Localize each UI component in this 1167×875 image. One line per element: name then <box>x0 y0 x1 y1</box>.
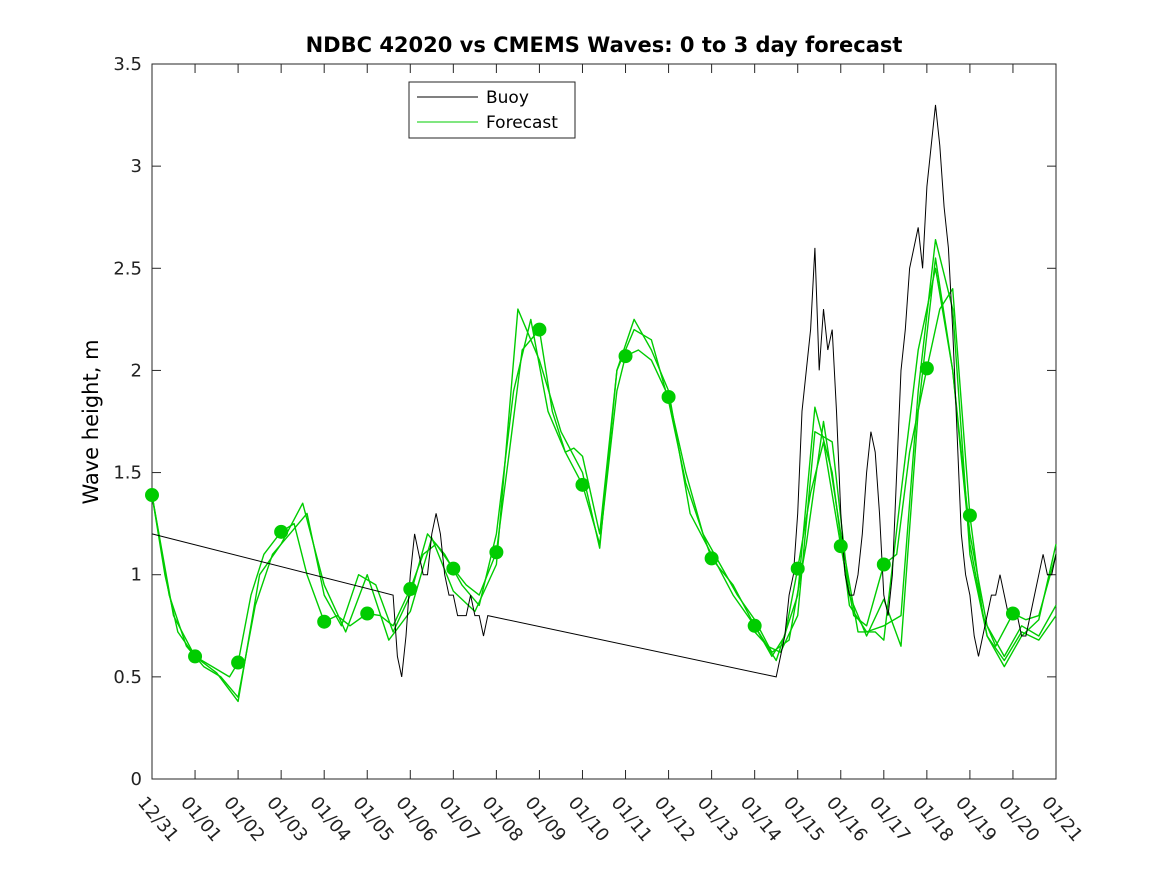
forecast-marker <box>145 488 159 503</box>
series-layer <box>145 104 1057 703</box>
forecast-marker <box>661 389 676 404</box>
forecast-marker <box>833 539 848 554</box>
legend-box <box>408 81 576 139</box>
forecast-marker <box>747 618 762 633</box>
y-tick-label: 0.5 <box>113 667 142 688</box>
legend-forecast-label: Forecast <box>486 113 558 133</box>
legend: Buoy Forecast <box>408 81 576 139</box>
y-axis: 0 0.5 1 1.5 2 2.5 3 3.5 <box>113 54 1056 790</box>
y-axis-label: Wave height, m <box>79 339 103 504</box>
y-tick-label: 1 <box>131 565 142 586</box>
forecast-marker <box>790 561 805 576</box>
forecast-marker <box>575 477 590 492</box>
y-tick-label: 3 <box>131 156 142 177</box>
legend-buoy-label: Buoy <box>486 88 529 108</box>
y-tick-label: 1.5 <box>113 463 142 484</box>
forecast-run-line <box>754 257 1057 662</box>
forecast-marker <box>489 545 504 560</box>
forecast-marker <box>231 655 246 670</box>
forecast-marker <box>317 614 332 629</box>
chart-title: NDBC 42020 vs CMEMS Waves: 0 to 3 day fo… <box>306 33 903 57</box>
forecast-marker <box>618 349 633 364</box>
buoy-line <box>151 104 1057 678</box>
forecast-marker <box>1005 606 1020 621</box>
y-tick-label: 2 <box>131 360 142 381</box>
forecast-marker <box>188 649 203 664</box>
forecast-marker <box>532 322 547 337</box>
y-tick-label: 3.5 <box>113 54 142 75</box>
forecast-marker <box>962 508 977 523</box>
forecast-marker <box>360 606 375 621</box>
plot-area-frame <box>151 63 1057 780</box>
y-tick-label: 0 <box>131 769 142 790</box>
y-tick-label: 2.5 <box>113 258 142 279</box>
forecast-run-line <box>151 267 1057 698</box>
forecast-marker <box>704 551 719 566</box>
forecast-run-line <box>151 238 1057 703</box>
forecast-marker <box>274 524 289 539</box>
forecast-marker <box>876 557 891 572</box>
forecast-marker <box>919 361 934 376</box>
forecast-marker <box>446 561 461 576</box>
forecast-marker <box>403 582 418 597</box>
